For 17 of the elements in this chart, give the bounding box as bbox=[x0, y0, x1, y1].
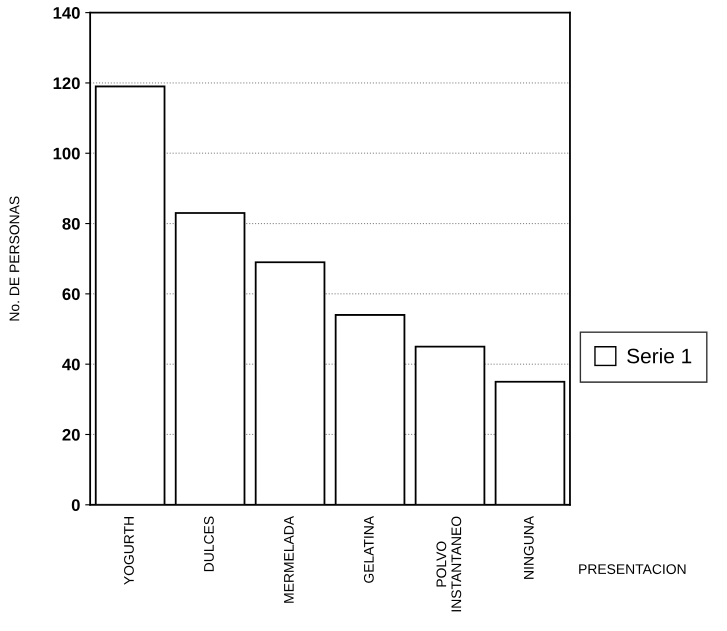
y-tick-label: 0 bbox=[72, 499, 80, 512]
x-tick-label: DULCES bbox=[204, 516, 214, 572]
y-tick-label: 140 bbox=[54, 7, 80, 19]
x-tick-label: POLVO INSTANTANEO bbox=[436, 516, 462, 612]
y-tick-label: 60 bbox=[62, 288, 80, 300]
legend-label: Serie 1 bbox=[627, 348, 692, 364]
y-tick-label: 40 bbox=[62, 358, 80, 370]
x-axis-title: PRESENTACION bbox=[579, 564, 686, 574]
y-axis-title: No. DE PERSONAS bbox=[9, 196, 20, 320]
y-tick-label: 120 bbox=[54, 77, 80, 90]
y-tick-label: 100 bbox=[54, 148, 80, 160]
y-tick-label: 80 bbox=[62, 218, 80, 230]
x-tick-label: YOGURTH bbox=[124, 517, 134, 585]
x-tick-label: NINGUNA bbox=[524, 516, 534, 579]
x-tick-label: MERMELADA bbox=[284, 516, 294, 603]
y-tick-label: 20 bbox=[62, 428, 80, 441]
x-tick-label: GELATINA bbox=[364, 516, 374, 583]
